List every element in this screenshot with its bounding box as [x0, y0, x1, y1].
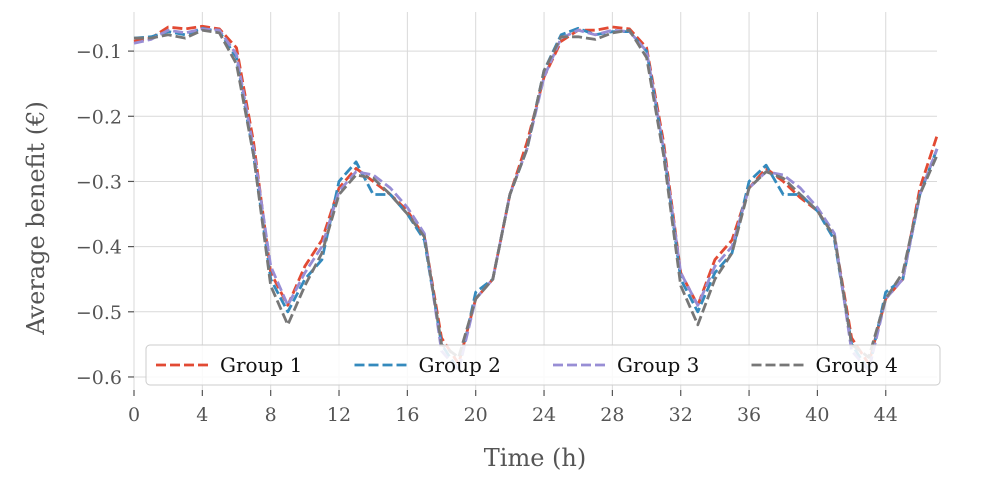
legend: Group 1 Group 2 Group 3 Group 4 — [145, 344, 941, 386]
legend-label: Group 3 — [617, 353, 699, 377]
x-tick-label: 44 — [874, 404, 898, 426]
x-tick-label: 32 — [669, 404, 693, 426]
x-axis-label: Time (h) — [484, 444, 586, 472]
legend-label: Group 2 — [419, 353, 501, 377]
y-tick-label: −0.4 — [76, 237, 122, 259]
y-tick-label: −0.2 — [76, 106, 122, 128]
x-tick-label: 16 — [395, 404, 419, 426]
legend-box — [145, 344, 941, 386]
legend-label: Group 1 — [220, 353, 302, 377]
x-tick-label: 4 — [196, 404, 208, 426]
y-tick-label: −0.3 — [76, 171, 122, 193]
series-line-group-3 — [133, 27, 939, 372]
y-tick-label: −0.5 — [76, 302, 122, 324]
x-tick-label: 20 — [464, 404, 488, 426]
x-tick-label: 36 — [737, 404, 761, 426]
x-tick-label: 24 — [532, 404, 556, 426]
x-tick-label: 8 — [265, 404, 277, 426]
series-line-group-4 — [134, 28, 939, 359]
x-tick-label: 28 — [600, 404, 624, 426]
y-tick-label: −0.1 — [76, 41, 122, 63]
legend-label: Group 4 — [816, 353, 898, 377]
grid — [133, 12, 937, 390]
y-tick-label: −0.6 — [76, 367, 122, 389]
series-line-group-2 — [133, 26, 939, 372]
series-line-group-1 — [133, 24, 939, 366]
y-axis-label: Average benefit (€) — [22, 101, 50, 336]
x-tick-label: 0 — [128, 404, 140, 426]
x-tick-label: 40 — [805, 404, 829, 426]
x-tick-label: 12 — [327, 404, 351, 426]
series-lines — [133, 24, 939, 372]
axis-ticks: 0 4 8 12 16 20 24 28 32 36 40 44 −0.1 −0.2 −0.3 −0.4 −0.… — [76, 41, 898, 426]
